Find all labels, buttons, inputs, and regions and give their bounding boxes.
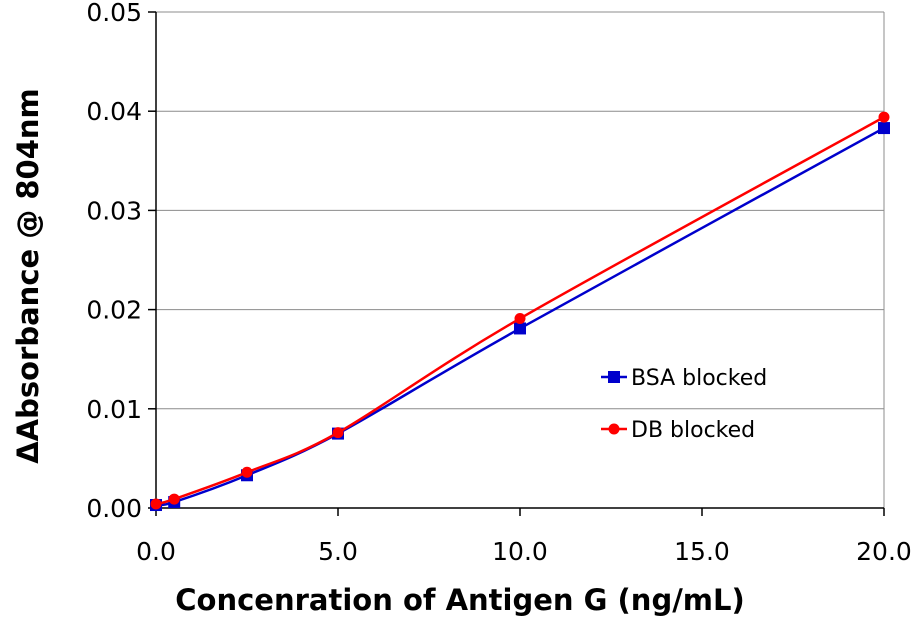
data-point-db-blocked [168,493,180,505]
legend-label-db-blocked: DB blocked [631,418,755,443]
series-line-db-blocked [155,116,885,506]
data-point-db-blocked [332,427,344,439]
x-tick-labels: 0.0 5.0 10.0 15.0 20.0 [136,537,912,566]
legend-label-bsa-blocked: BSA blocked [631,366,767,391]
axes [148,11,885,516]
y-tick-label: 0.04 [86,97,142,126]
y-tick-labels: 0.00 0.01 0.02 0.03 0.04 0.05 [86,0,142,523]
x-tick-label: 0.0 [136,537,176,566]
x-tick-label: 10.0 [492,537,548,566]
gridlines [156,11,885,508]
legend: BSA blocked DB blocked [601,366,767,443]
legend-marker-bsa-blocked [608,371,620,383]
data-point-db-blocked [241,466,253,478]
x-tick-label: 5.0 [318,537,358,566]
y-tick-label: 0.02 [86,296,142,325]
data-point-bsa-blocked [514,322,526,335]
y-tick-label: 0.01 [86,395,142,424]
y-tick-label: 0.05 [86,0,142,27]
x-axis-title: Concenration of Antigen G (ng/mL) [175,583,745,617]
data-point-bsa-blocked [878,122,890,135]
series-layer [150,111,890,512]
data-point-db-blocked [514,313,526,325]
legend-marker-db-blocked [608,423,620,435]
data-point-db-blocked [150,498,162,510]
y-tick-label: 0.03 [86,196,142,225]
data-point-db-blocked [878,111,890,123]
x-tick-label: 20.0 [856,537,912,566]
series-line-bsa-blocked [155,126,885,507]
x-tick-label: 15.0 [674,537,730,566]
y-axis-title: ΔAbsorbance @ 804nm [11,88,45,464]
y-tick-label: 0.00 [86,494,142,523]
